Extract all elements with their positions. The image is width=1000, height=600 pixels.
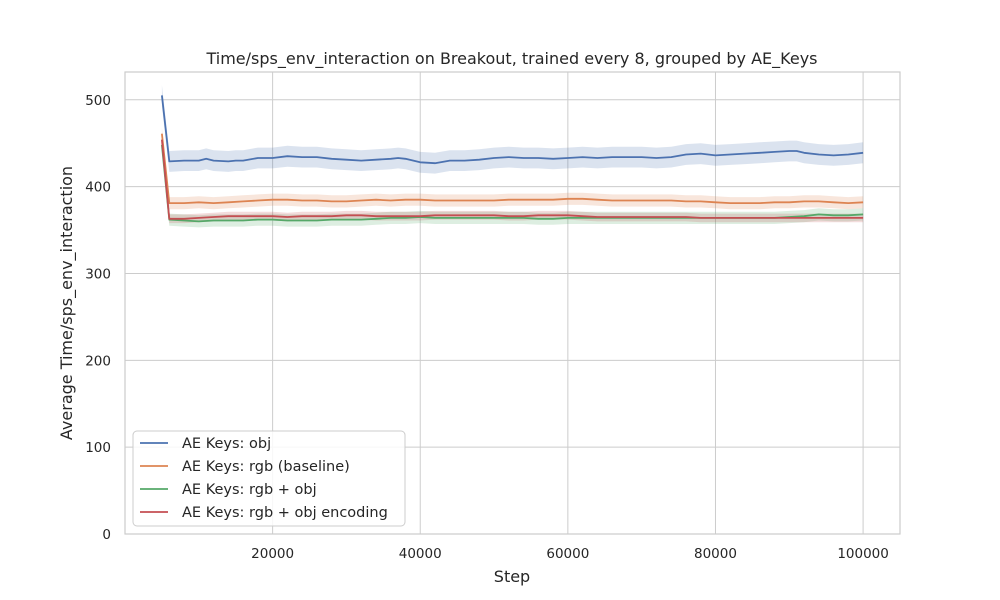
legend-entry-label: AE Keys: rgb (baseline) xyxy=(182,459,350,475)
x-tick-labels: 20000 40000 60000 80000 100000 xyxy=(251,546,889,562)
chart-title: Time/sps_env_interaction on Breakout, tr… xyxy=(205,49,817,69)
y-tick-label: 200 xyxy=(85,353,111,369)
grid-lines xyxy=(125,72,900,535)
y-tick-label: 300 xyxy=(85,266,111,282)
x-tick-label: 60000 xyxy=(546,546,589,562)
x-tick-label: 40000 xyxy=(399,546,442,562)
y-axis-label: Average Time/sps_env_interaction xyxy=(57,166,77,440)
y-tick-label: 100 xyxy=(85,440,111,456)
legend: AE Keys: obj AE Keys: rgb (baseline) AE Ke… xyxy=(132,430,406,527)
y-tick-label: 0 xyxy=(102,527,111,543)
legend-box xyxy=(132,430,406,527)
x-axis-label: Step xyxy=(494,567,530,586)
series-2-line xyxy=(161,133,864,204)
legend-entry-label: AE Keys: rgb + obj xyxy=(182,482,317,498)
y-tick-label: 400 xyxy=(85,180,111,196)
series-4-confidence-band xyxy=(161,135,864,224)
series-1-line xyxy=(161,95,864,165)
legend-entry-label: AE Keys: rgb + obj encoding xyxy=(182,505,388,521)
x-tick-label: 80000 xyxy=(694,546,737,562)
plot-frame xyxy=(124,71,901,535)
series-2-confidence-band xyxy=(161,127,864,210)
series-1-confidence-band xyxy=(161,85,864,174)
legend-entry-label: AE Keys: obj xyxy=(182,436,271,452)
x-tick-label: 100000 xyxy=(837,546,889,562)
series-lines xyxy=(161,95,864,223)
x-tick-label: 20000 xyxy=(251,546,294,562)
series-4-line xyxy=(161,139,864,220)
y-tick-label: 500 xyxy=(85,93,111,109)
y-tick-labels: 0 100 200 300 400 500 xyxy=(85,93,111,543)
